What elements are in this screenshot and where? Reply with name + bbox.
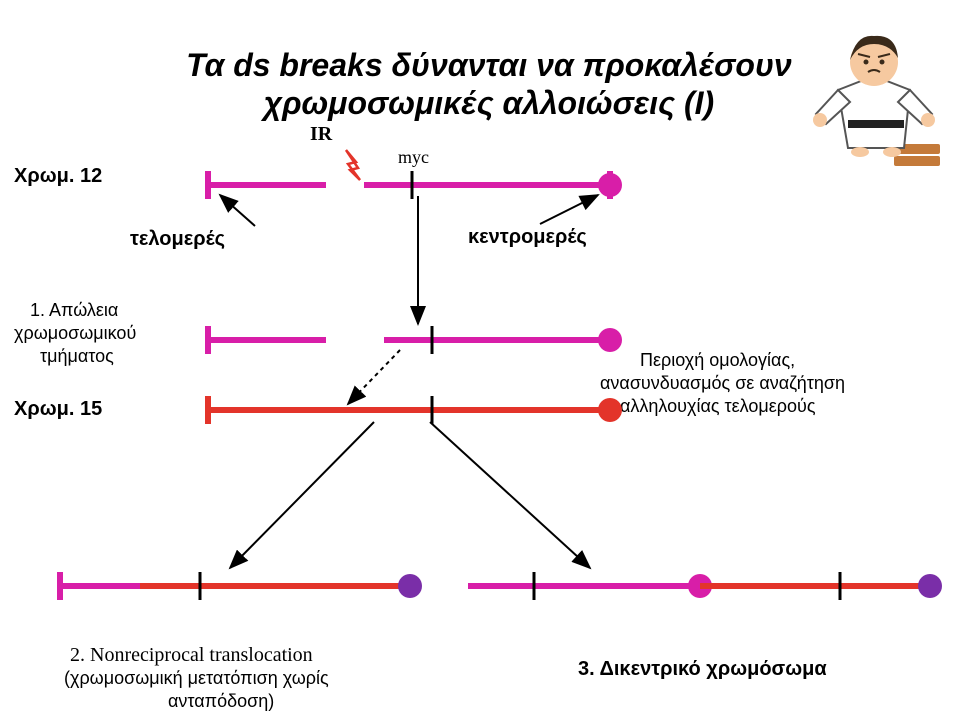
character-icon	[798, 28, 948, 178]
